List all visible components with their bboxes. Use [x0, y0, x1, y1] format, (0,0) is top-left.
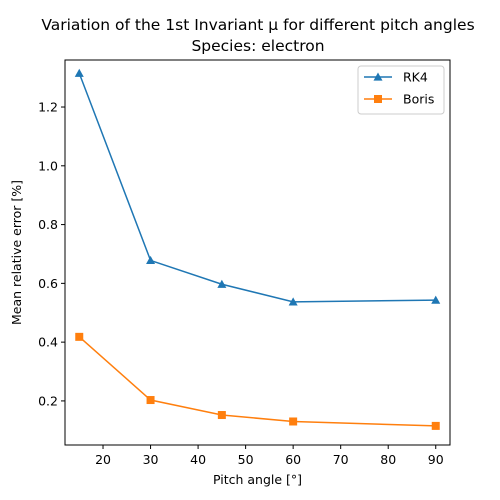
- x-tick-label: 40: [190, 452, 206, 467]
- x-tick-label: 90: [428, 452, 444, 467]
- data-point-boris: [146, 396, 155, 405]
- y-tick-label: 1.2: [38, 100, 58, 115]
- plot-frame: [64, 59, 451, 446]
- x-tick-label: 60: [285, 452, 301, 467]
- data-point-rk4: [288, 297, 298, 306]
- series-layer: [74, 68, 441, 430]
- legend-marker-boris: [374, 95, 382, 103]
- y-tick-label: 0.4: [38, 335, 58, 350]
- legend-label-boris: Boris: [403, 92, 434, 107]
- data-point-boris: [289, 417, 298, 426]
- legend-label-rk4: RK4: [403, 70, 428, 85]
- chart-subtitle: Species: electron: [191, 37, 324, 55]
- data-point-boris: [75, 332, 84, 341]
- y-tick-label: 1.0: [38, 158, 58, 173]
- y-tick-label: 0.2: [38, 393, 58, 408]
- data-point-rk4: [74, 68, 84, 77]
- legend-marker-rk4: [373, 72, 383, 81]
- y-tick-label: 0.6: [38, 276, 58, 291]
- x-axis-ticks: 20 30 40 50 60 70 80 90: [95, 445, 444, 467]
- x-tick-label: 20: [95, 452, 111, 467]
- y-axis-label: Mean relative error [%]: [9, 180, 24, 325]
- y-tick-label: 0.8: [38, 217, 58, 232]
- x-tick-label: 50: [238, 452, 254, 467]
- x-axis-label: Pitch angle [°]: [213, 472, 302, 487]
- data-point-rk4: [146, 255, 156, 265]
- legend: RK4 Boris: [357, 65, 445, 115]
- series-line-boris: [78, 336, 436, 427]
- data-point-rk4: [217, 279, 227, 288]
- x-tick-label: 70: [333, 452, 349, 467]
- legend-box: [357, 65, 445, 115]
- data-point-rk4: [431, 295, 441, 304]
- x-tick-label: 80: [380, 452, 396, 467]
- chart-title: Variation of the 1st Invariant μ for dif…: [41, 16, 474, 34]
- data-point-boris: [217, 411, 226, 420]
- y-axis-ticks: 0.2 0.4 0.6 0.8 1.0 1.2: [38, 100, 65, 408]
- x-tick-label: 30: [143, 452, 159, 467]
- data-point-boris: [431, 421, 440, 430]
